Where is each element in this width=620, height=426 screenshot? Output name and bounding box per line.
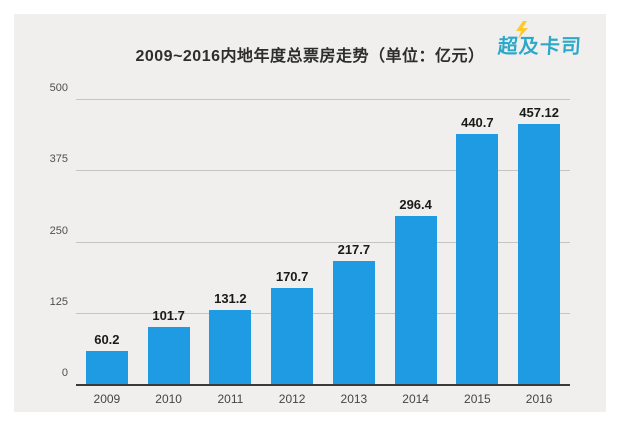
bar-column: 457.12 2016: [508, 100, 570, 406]
bar-value-label: 217.7: [337, 241, 371, 257]
gridline: [76, 241, 570, 243]
y-tick-label: 250: [49, 224, 68, 237]
bar-column: 296.4 2014: [385, 100, 447, 406]
x-tick-label: 2015: [464, 392, 491, 406]
bar-column: 170.7 2012: [261, 100, 323, 406]
y-tick-label: 500: [49, 82, 68, 94]
x-tick-label: 2014: [402, 392, 429, 406]
bar-value-label: 296.4: [399, 197, 432, 213]
chart-panel: 2009~2016内地年度总票房走势（单位：亿元） 超及卡司 0 125 250 37…: [14, 14, 606, 412]
x-tick-label: 2016: [525, 392, 553, 406]
gridline: [76, 170, 570, 172]
bar-value-label: 170.7: [275, 268, 309, 284]
bar: [147, 327, 190, 385]
brand-logo: 超及卡司: [497, 21, 598, 60]
gridline: [76, 312, 570, 314]
brand-logo-text: 超及卡司: [497, 36, 583, 58]
bar-value-label: 131.2: [214, 291, 247, 307]
bar: [456, 133, 499, 385]
bar-value-label: 457.12: [519, 105, 560, 121]
bar: [518, 124, 561, 385]
x-tick-label: 2010: [155, 392, 182, 406]
bar: [271, 287, 314, 385]
x-tick-label: 2013: [340, 392, 368, 406]
bar-column: 101.7 2010: [138, 100, 200, 406]
bar: [394, 216, 437, 385]
chart-title: 2009~2016内地年度总票房走势（单位：亿元）: [135, 48, 485, 65]
bar-column: 60.2 2009: [76, 100, 138, 406]
bar: [332, 260, 375, 385]
bar-column: 217.7 2013: [323, 100, 385, 406]
y-tick-label: 0: [61, 367, 68, 379]
bar-value-label: 60.2: [94, 331, 120, 347]
bar: [85, 350, 128, 385]
y-tick-label: 125: [49, 295, 68, 308]
bar-column: 131.2 2011: [200, 100, 262, 406]
plot-area: 0 125 250 375 500 60.2 2009 101.7 2010 131.2 2011…: [50, 82, 570, 406]
y-tick-label: 375: [49, 153, 68, 166]
bar-column: 440.7 2015: [447, 100, 509, 406]
bar: [209, 310, 252, 385]
lightning-icon: [516, 21, 528, 39]
x-tick-label: 2009: [93, 392, 121, 406]
x-tick-label: 2011: [217, 392, 244, 406]
gridline: [76, 99, 570, 100]
x-tick-label: 2012: [278, 392, 306, 406]
bar-value-label: 440.7: [461, 114, 494, 130]
bars-layer: 60.2 2009 101.7 2010 131.2 2011 170.7 2012 217.7…: [76, 100, 570, 406]
x-axis-line: [76, 384, 570, 386]
bar-value-label: 101.7: [152, 308, 185, 324]
